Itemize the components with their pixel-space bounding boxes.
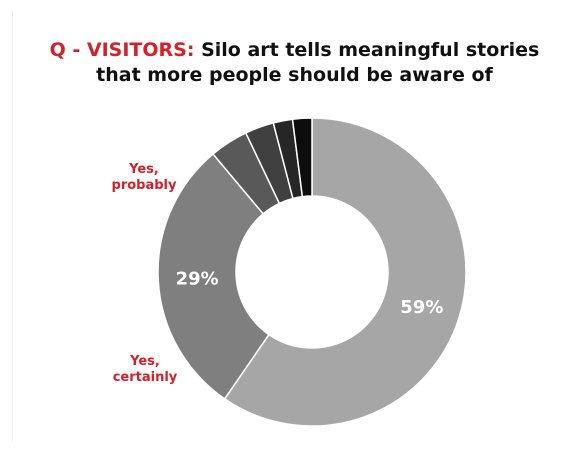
donut-slice-2 xyxy=(157,152,270,400)
label-yes-certainly-line-1: Yes, xyxy=(130,354,160,369)
label-yes-certainly: Yes, certainly xyxy=(109,354,181,386)
chart-title-line-2: that more people should be aware of xyxy=(96,64,493,86)
chart-title-line-1: Q - VISITORS: Silo art tells meaningful … xyxy=(13,38,576,63)
donut-slice-1 xyxy=(223,117,467,427)
data-label-1: 59% xyxy=(400,297,443,318)
chart-title: Q - VISITORS: Silo art tells meaningful … xyxy=(13,38,576,88)
data-label-2: 29% xyxy=(176,268,219,289)
label-yes-probably: Yes, probably xyxy=(108,162,180,194)
chart-title-main: Silo art tells meaningful stories xyxy=(201,39,540,61)
chart-title-prefix: Q - VISITORS: xyxy=(49,39,195,61)
label-yes-probably-line-2: probably xyxy=(111,178,177,193)
donut-slice-6 xyxy=(291,117,313,198)
label-yes-probably-line-1: Yes, xyxy=(129,162,159,177)
label-yes-certainly-line-2: certainly xyxy=(112,370,178,385)
